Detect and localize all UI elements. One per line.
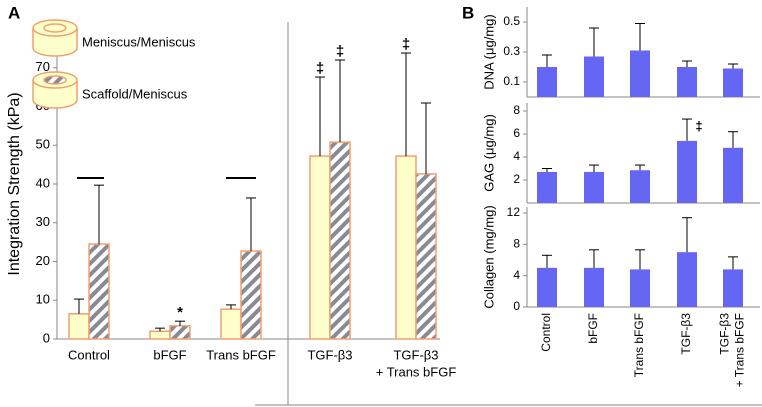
annotation: ‡ <box>695 118 702 133</box>
x-tick-label: TGF-β3 <box>679 313 693 355</box>
x-tick-label: Trans bFGF <box>206 347 276 362</box>
bar <box>240 250 262 340</box>
annotation: ‡ <box>402 36 410 53</box>
x-tick-label: Trans bFGF <box>632 313 646 377</box>
y-tick-label: 20 <box>36 253 50 268</box>
y-tick-label: 50 <box>36 137 50 152</box>
bar <box>723 269 743 307</box>
y-tick-label: 10 <box>36 292 50 307</box>
bar <box>169 325 191 340</box>
y-tick-label: 70 <box>36 59 50 74</box>
y-axis-label: Integration Strength (kPa) <box>6 92 23 275</box>
y-tick-label: 0.3 <box>503 44 520 58</box>
bar <box>630 269 650 307</box>
bar <box>329 141 351 340</box>
bar <box>584 267 604 307</box>
y-tick-label: 2 <box>513 172 520 186</box>
panel-label: A <box>8 3 20 22</box>
bar <box>149 330 171 340</box>
bar <box>395 155 417 340</box>
bar <box>220 308 242 340</box>
bar <box>630 50 650 97</box>
y-tick-label: 4 <box>513 149 520 163</box>
y-tick-label: 12 <box>507 205 521 219</box>
legend-label: Meniscus/Meniscus <box>82 34 196 49</box>
y-tick-label: 4 <box>513 268 520 282</box>
bar <box>677 252 697 307</box>
x-tick-label: TGF-β3 <box>307 347 352 362</box>
annotation: ‡ <box>336 43 344 60</box>
x-tick-label: bFGF <box>153 347 186 362</box>
bar <box>677 140 697 203</box>
x-tick-label: Control <box>68 347 110 362</box>
x-tick-label: + Trans bFGF <box>376 364 457 379</box>
legend-label: Scaffold/Meniscus <box>82 86 188 101</box>
y-tick-label: 40 <box>36 175 50 190</box>
bar <box>537 67 557 97</box>
y-axis-label: DNA (μg/mg) <box>481 14 496 89</box>
x-tick-label: TGF-β3 <box>718 313 732 355</box>
y-tick-label: 0 <box>43 330 50 345</box>
y-tick-label: 0.5 <box>503 14 520 28</box>
y-tick-label: 8 <box>513 103 520 117</box>
annotation: * <box>177 304 183 321</box>
bar <box>677 67 697 97</box>
panel-label: B <box>462 3 474 22</box>
bar <box>723 147 743 203</box>
y-tick-label: 30 <box>36 214 50 229</box>
x-tick-label: Control <box>539 313 553 352</box>
bar <box>68 313 90 340</box>
bar <box>415 173 437 340</box>
x-tick-label: bFGF <box>586 313 600 344</box>
y-tick-label: 6 <box>513 126 520 140</box>
bar <box>537 171 557 203</box>
y-axis-label: GAG (μg/mg) <box>481 114 496 192</box>
bar <box>584 56 604 97</box>
bar <box>723 68 743 97</box>
x-tick-label: TGF-β3 <box>393 347 438 362</box>
y-tick-label: 0.1 <box>503 74 520 88</box>
y-tick-label: 8 <box>513 237 520 251</box>
bar <box>630 170 650 203</box>
x-tick-label: + Trans bFGF <box>733 313 747 387</box>
bar <box>309 155 331 340</box>
legend-icon <box>43 23 67 33</box>
bar <box>88 243 110 340</box>
bar <box>537 267 557 307</box>
annotation: ‡ <box>316 60 324 77</box>
y-tick-label: 0 <box>513 299 520 313</box>
legend-icon <box>43 75 67 85</box>
y-axis-label: Collagen (mg/mg) <box>481 205 496 308</box>
bar <box>584 171 604 203</box>
